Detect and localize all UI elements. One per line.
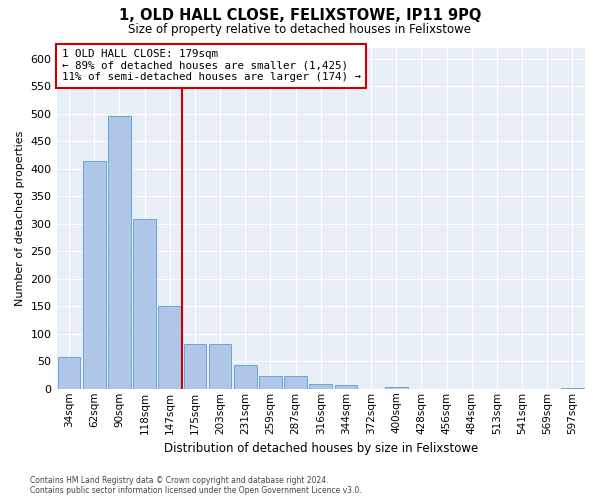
X-axis label: Distribution of detached houses by size in Felixstowe: Distribution of detached houses by size … <box>164 442 478 455</box>
Bar <box>310 384 332 389</box>
Text: 1 OLD HALL CLOSE: 179sqm
← 89% of detached houses are smaller (1,425)
11% of sem: 1 OLD HALL CLOSE: 179sqm ← 89% of detach… <box>62 49 361 82</box>
Bar <box>209 344 232 389</box>
Bar <box>108 116 131 389</box>
Bar <box>184 344 206 389</box>
Bar <box>385 386 407 389</box>
Bar <box>259 376 282 389</box>
Text: 1, OLD HALL CLOSE, FELIXSTOWE, IP11 9PQ: 1, OLD HALL CLOSE, FELIXSTOWE, IP11 9PQ <box>119 8 481 22</box>
Bar <box>133 219 156 389</box>
Bar <box>561 388 584 389</box>
Text: Size of property relative to detached houses in Felixstowe: Size of property relative to detached ho… <box>128 22 472 36</box>
Bar <box>234 364 257 389</box>
Bar <box>335 386 357 389</box>
Bar <box>158 306 181 389</box>
Y-axis label: Number of detached properties: Number of detached properties <box>15 130 25 306</box>
Bar <box>58 358 80 389</box>
Bar <box>284 376 307 389</box>
Text: Contains HM Land Registry data © Crown copyright and database right 2024.
Contai: Contains HM Land Registry data © Crown c… <box>30 476 362 495</box>
Bar <box>83 162 106 389</box>
